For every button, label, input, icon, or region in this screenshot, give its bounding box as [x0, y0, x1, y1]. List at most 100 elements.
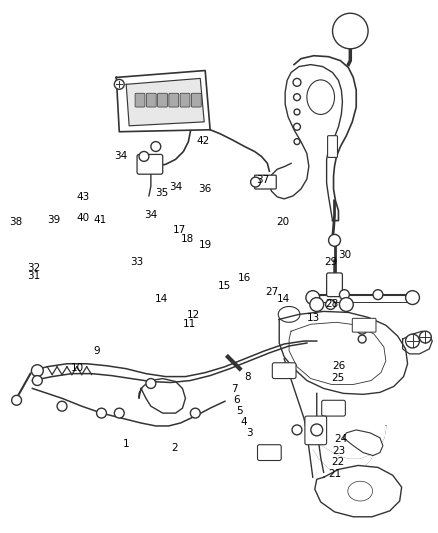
Polygon shape [343, 430, 383, 456]
Text: 25: 25 [331, 373, 345, 383]
Text: 21: 21 [328, 470, 342, 479]
Circle shape [292, 425, 302, 435]
Polygon shape [269, 56, 356, 221]
Circle shape [339, 297, 353, 311]
FancyBboxPatch shape [305, 416, 327, 445]
FancyBboxPatch shape [146, 93, 156, 107]
Circle shape [306, 290, 320, 304]
Text: 1: 1 [123, 439, 129, 449]
Text: 34: 34 [114, 151, 127, 161]
Text: 27: 27 [265, 287, 279, 297]
Text: 30: 30 [338, 250, 351, 260]
Polygon shape [117, 70, 210, 132]
Text: 7: 7 [231, 384, 237, 394]
FancyBboxPatch shape [352, 318, 376, 332]
Circle shape [96, 408, 106, 418]
Polygon shape [315, 465, 402, 517]
Circle shape [293, 94, 300, 101]
Circle shape [357, 324, 367, 334]
Text: 14: 14 [276, 294, 290, 304]
Text: 24: 24 [334, 434, 348, 444]
Circle shape [373, 290, 383, 300]
FancyBboxPatch shape [321, 400, 346, 416]
Text: 11: 11 [183, 319, 196, 329]
Circle shape [293, 78, 301, 86]
Text: 13: 13 [307, 312, 320, 322]
Circle shape [146, 378, 156, 389]
FancyBboxPatch shape [169, 93, 179, 107]
Text: 33: 33 [130, 257, 144, 267]
Text: 8: 8 [244, 372, 251, 382]
Text: 17: 17 [173, 225, 186, 235]
Circle shape [339, 290, 350, 300]
Text: 12: 12 [187, 310, 200, 320]
Circle shape [328, 235, 340, 246]
Text: 23: 23 [332, 446, 346, 456]
Circle shape [406, 334, 420, 348]
Circle shape [114, 79, 124, 89]
Circle shape [139, 151, 149, 161]
Circle shape [294, 139, 300, 144]
FancyBboxPatch shape [135, 93, 145, 107]
FancyBboxPatch shape [191, 93, 201, 107]
Text: 40: 40 [76, 213, 89, 223]
FancyBboxPatch shape [258, 445, 281, 461]
Text: 37: 37 [257, 175, 270, 184]
Circle shape [358, 335, 366, 343]
FancyBboxPatch shape [180, 93, 190, 107]
Text: 34: 34 [169, 182, 182, 191]
Circle shape [332, 13, 368, 49]
FancyBboxPatch shape [158, 93, 167, 107]
Circle shape [114, 408, 124, 418]
Text: 5: 5 [237, 406, 243, 416]
Text: 28: 28 [326, 300, 339, 309]
Text: 43: 43 [76, 192, 89, 202]
FancyBboxPatch shape [328, 136, 337, 157]
Text: 26: 26 [332, 361, 346, 372]
Text: 9: 9 [94, 346, 100, 356]
Text: 2: 2 [172, 443, 178, 453]
Text: 29: 29 [324, 257, 337, 267]
Text: 4: 4 [241, 417, 247, 427]
FancyBboxPatch shape [254, 175, 276, 189]
Text: 34: 34 [144, 210, 157, 220]
Text: 20: 20 [276, 217, 290, 227]
Polygon shape [126, 78, 204, 126]
Circle shape [406, 290, 420, 304]
Polygon shape [279, 311, 408, 394]
Circle shape [191, 408, 200, 418]
Circle shape [294, 109, 300, 115]
Circle shape [311, 424, 323, 436]
Text: 10: 10 [71, 362, 84, 373]
Polygon shape [314, 426, 386, 475]
Text: 19: 19 [198, 240, 212, 251]
Text: 41: 41 [93, 215, 107, 225]
Text: 15: 15 [218, 281, 231, 292]
Circle shape [57, 401, 67, 411]
Text: 31: 31 [27, 271, 41, 281]
Text: 3: 3 [246, 429, 253, 438]
Circle shape [325, 300, 336, 310]
Circle shape [151, 142, 161, 151]
Text: 22: 22 [331, 457, 345, 467]
Circle shape [310, 297, 324, 311]
Text: 32: 32 [27, 263, 41, 272]
Text: 14: 14 [155, 294, 169, 304]
Polygon shape [403, 331, 432, 354]
Circle shape [251, 177, 261, 187]
Text: 6: 6 [233, 395, 240, 405]
FancyBboxPatch shape [137, 155, 163, 174]
Circle shape [32, 376, 42, 385]
Text: 38: 38 [9, 217, 22, 227]
Circle shape [420, 331, 431, 343]
Circle shape [293, 123, 300, 130]
Text: 39: 39 [47, 215, 60, 225]
Circle shape [12, 395, 21, 405]
Text: 18: 18 [181, 234, 194, 244]
Circle shape [32, 365, 43, 377]
Text: 16: 16 [237, 273, 251, 283]
FancyBboxPatch shape [272, 363, 296, 378]
Text: 35: 35 [155, 188, 169, 198]
Text: 42: 42 [196, 136, 209, 146]
Text: 36: 36 [198, 183, 212, 193]
